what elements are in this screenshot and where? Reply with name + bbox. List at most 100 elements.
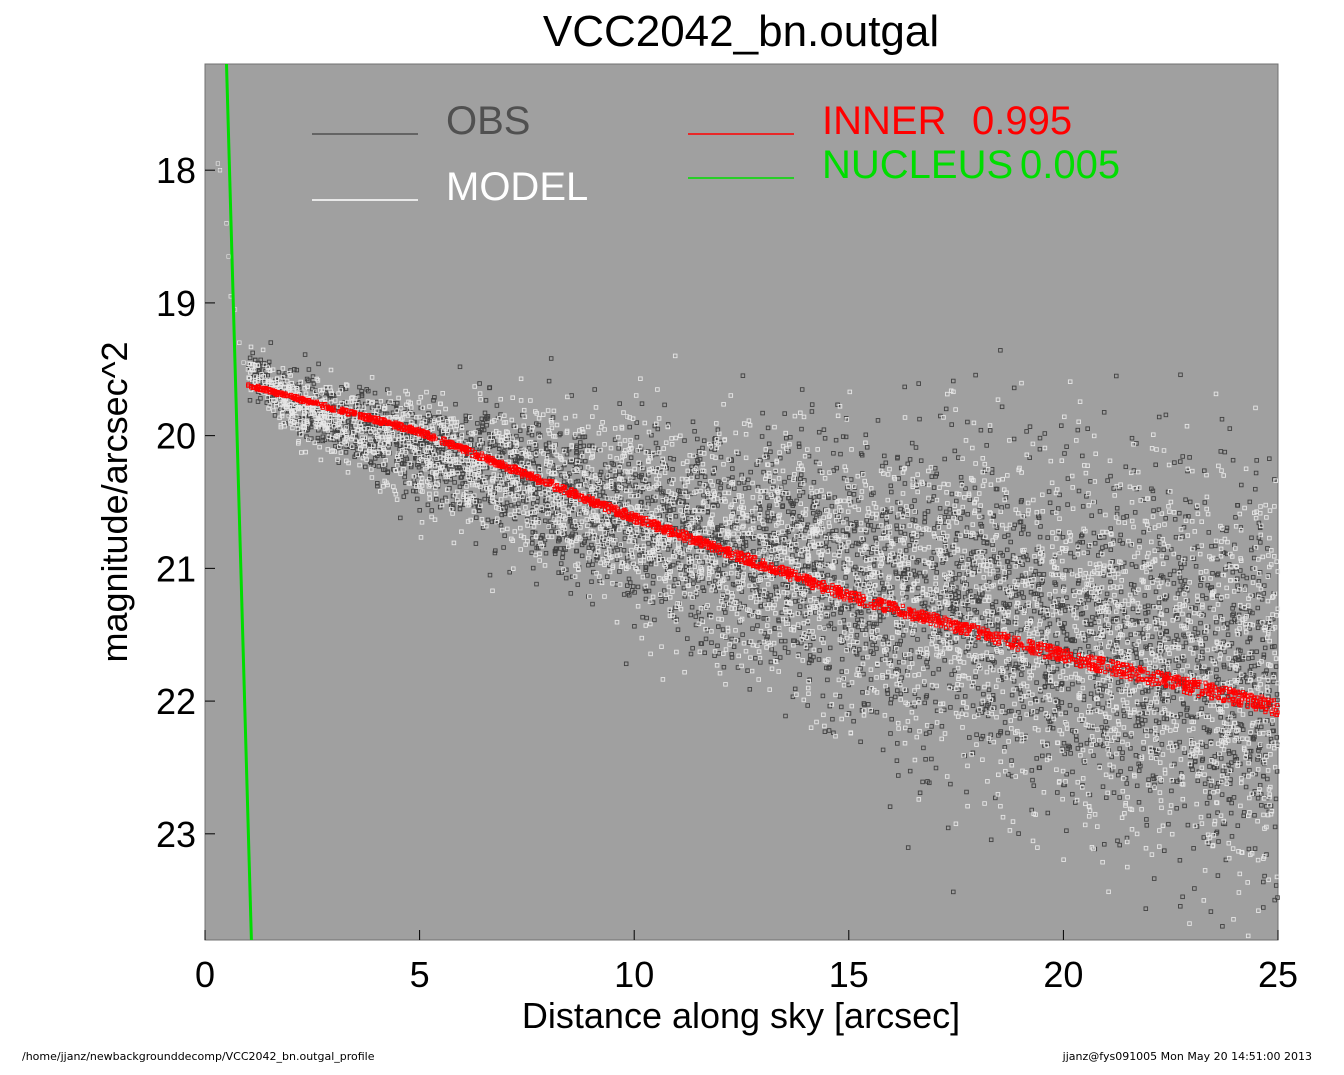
obs-point [1066,686,1071,692]
obs-point [1202,468,1207,473]
obs-point [902,384,907,390]
obs-point [871,624,876,629]
obs-point [1193,606,1198,611]
obs-point [1273,664,1279,669]
obs-point [933,699,938,705]
obs-point [853,540,859,546]
obs-point [841,617,847,623]
obs-point [1246,656,1251,661]
obs-point [995,567,1000,573]
obs-point [834,465,839,471]
obs-point [1261,591,1267,596]
obs-point [1004,665,1009,671]
obs-point [1207,795,1212,800]
obs-point [736,480,742,486]
obs-point [990,693,996,698]
obs-point [1159,742,1165,747]
obs-point [546,453,551,458]
obs-point [826,605,831,611]
obs-point [898,530,904,535]
obs-point [712,578,718,584]
obs-point [769,647,774,652]
obs-point [773,561,779,566]
obs-point [1116,772,1121,778]
obs-point [873,535,878,541]
obs-point [1005,730,1010,736]
obs-point [1007,661,1012,667]
obs-point [517,428,523,433]
obs-point [829,503,835,509]
obs-point [1011,385,1017,391]
obs-point [432,395,437,400]
obs-point [1143,906,1149,911]
obs-point [1151,496,1156,501]
obs-point [1226,751,1232,756]
obs-point [1033,558,1039,564]
obs-point [1161,547,1166,552]
obs-point [600,489,606,495]
obs-point [960,554,965,560]
obs-point [693,614,699,619]
obs-point [1160,696,1165,702]
obs-point [589,579,594,584]
obs-point [750,626,755,631]
obs-point [1128,582,1134,587]
obs-point [1101,733,1106,738]
obs-point [1103,683,1108,689]
obs-point [929,556,934,561]
obs-point [626,499,631,505]
obs-point [1230,457,1236,463]
obs-point [921,745,926,751]
obs-point [1218,715,1223,720]
obs-point [1019,672,1024,677]
obs-point [1219,792,1225,797]
obs-point [1151,508,1156,513]
obs-point [934,570,939,575]
obs-point [852,528,857,534]
obs-point [519,437,524,442]
obs-point [844,583,849,589]
obs-point [825,677,830,683]
obs-point [343,450,349,455]
obs-point [1086,644,1091,649]
obs-point [632,590,637,595]
obs-point [1022,573,1028,579]
obs-point [1062,751,1067,757]
obs-point [1163,412,1169,418]
obs-point [1040,697,1046,703]
obs-point [1185,822,1191,828]
obs-point [1174,806,1179,811]
obs-point [1215,572,1220,578]
obs-point [958,475,964,480]
obs-point [942,658,947,663]
obs-point [1136,630,1141,636]
obs-point [972,485,978,491]
obs-point [957,572,962,577]
obs-point [1103,719,1109,724]
obs-point [1064,771,1069,777]
obs-point [375,481,380,486]
obs-point [1070,769,1075,775]
obs-point [468,437,473,442]
obs-point [796,441,802,447]
obs-point [457,506,463,512]
obs-point [967,497,973,502]
obs-point [1255,605,1261,611]
obs-point [628,455,634,460]
obs-point [1037,571,1042,577]
obs-point [1250,593,1256,598]
obs-point [1085,426,1090,431]
obs-point [1272,824,1278,830]
obs-point [937,506,943,511]
obs-point [936,666,942,672]
obs-point [602,493,607,499]
obs-point [1092,541,1098,546]
obs-point [811,499,817,504]
obs-point [593,521,598,527]
obs-point [414,496,420,502]
obs-point [359,389,364,394]
obs-point [765,425,771,431]
obs-point [316,361,321,367]
obs-point [1128,542,1134,548]
obs-point [1134,441,1139,446]
